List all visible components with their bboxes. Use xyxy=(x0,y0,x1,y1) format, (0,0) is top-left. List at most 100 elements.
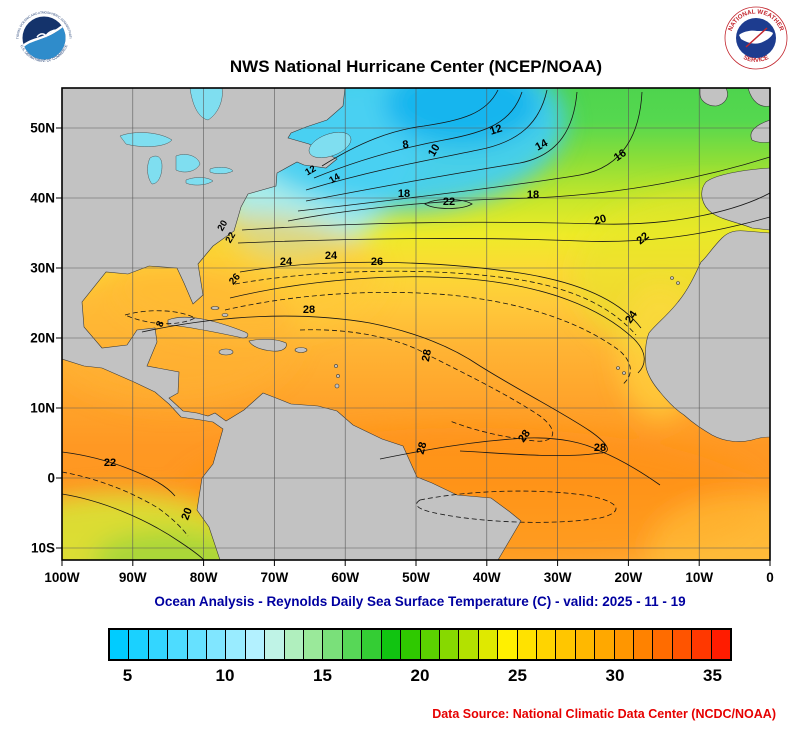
colorbar-ticks: 5 10 15 20 25 30 35 xyxy=(108,666,732,690)
lon-label: 60W xyxy=(331,570,359,585)
lon-label: 30W xyxy=(544,570,572,585)
contour-label: 24 xyxy=(325,250,338,262)
contour-label: 26 xyxy=(371,256,383,268)
nws-logo-icon: NATIONAL WEATHER SERVICE xyxy=(724,6,788,70)
contour-label: 22 xyxy=(104,457,116,469)
contour-label: 16 xyxy=(612,147,629,164)
colorbar-segment xyxy=(595,630,615,659)
colorbar xyxy=(108,628,732,661)
lake-ontario xyxy=(209,167,234,174)
contour-label: 8 xyxy=(402,139,410,152)
land-bahamas xyxy=(221,313,229,317)
contour-label: 12 xyxy=(303,163,318,178)
lon-label: 20W xyxy=(615,570,643,585)
land-cuba xyxy=(167,316,249,339)
colorbar-tick-label: 20 xyxy=(410,666,430,685)
colorbar-segment xyxy=(401,630,421,659)
lon-label: 50W xyxy=(402,570,430,585)
colorbar-segment xyxy=(614,630,634,659)
hudson-bay xyxy=(189,88,223,121)
colorbar-segment xyxy=(711,630,730,659)
contour-lines xyxy=(62,89,770,560)
noaa-emblem-art xyxy=(22,22,66,60)
colorbar-segment xyxy=(692,630,712,659)
colorbar-segment xyxy=(633,630,654,659)
land-iberia xyxy=(701,167,770,231)
page-title: NWS National Hurricane Center (NCEP/NOAA… xyxy=(229,57,603,76)
lake-michigan xyxy=(147,155,163,185)
contour-label: 28 xyxy=(420,348,434,362)
lon-label: 70W xyxy=(261,570,289,585)
colorbar-segment xyxy=(245,630,266,659)
lat-label: 40N xyxy=(30,191,55,206)
lat-label: 0 xyxy=(47,471,55,486)
land-bahamas xyxy=(210,306,220,310)
noaa-logo-icon: NATIONAL OCEANIC AND ATMOSPHERIC ADMINIS… xyxy=(12,6,75,69)
contour-label: 28 xyxy=(594,442,606,454)
land-puerto-rico xyxy=(294,347,308,353)
colorbar-segment xyxy=(672,630,693,659)
lon-label: 10W xyxy=(685,570,713,585)
colorbar-segment xyxy=(148,630,169,659)
caption: Ocean Analysis - Reynolds Daily Sea Surf… xyxy=(154,594,686,609)
land-americas xyxy=(62,88,522,560)
data-source: Data Source: National Climatic Data Cent… xyxy=(432,707,776,721)
nws-ring-text-bottom: SERVICE xyxy=(742,54,770,64)
colorbar-segment xyxy=(207,630,227,659)
contour-label: 10 xyxy=(426,142,443,159)
colorbar-tick-label: 15 xyxy=(313,666,332,685)
contour-label: 18 xyxy=(527,189,539,201)
colorbar-segment xyxy=(653,630,673,659)
colorbar-segment xyxy=(284,630,305,659)
contour-label: 28 xyxy=(516,428,533,445)
lake-erie xyxy=(185,177,214,186)
gulf-of-st-lawrence xyxy=(308,132,352,158)
colorbar-segment xyxy=(110,630,130,659)
contour-label: 28 xyxy=(415,441,430,456)
colorbar-segment xyxy=(187,630,208,659)
lat-label: 10N xyxy=(30,401,55,416)
lat-axis: 50N 40N 30N 20N 10N 0 10S xyxy=(30,121,55,556)
lon-label: 0 xyxy=(766,570,774,585)
colorbar-segment xyxy=(459,630,479,659)
contour-label: 22 xyxy=(223,230,238,245)
colorbar-segment xyxy=(478,630,499,659)
land-hispaniola xyxy=(248,338,287,352)
colorbar-segment xyxy=(342,630,363,659)
colorbar-segment xyxy=(362,630,382,659)
colorbar-segment xyxy=(226,630,246,659)
colorbar-tick-label: 10 xyxy=(215,666,235,685)
weather-slash-icon xyxy=(745,27,768,48)
contour-label: 20 xyxy=(593,213,608,228)
contour-label: 22 xyxy=(443,196,455,208)
land-cape-verde xyxy=(616,366,620,370)
land xyxy=(62,88,770,560)
contour-label: 8 xyxy=(155,319,167,328)
lon-label: 90W xyxy=(119,570,147,585)
lon-axis: 100W 90W 80W 70W 60W 50W 40W 30W 20W 10W 0 xyxy=(44,570,773,585)
land-canaries xyxy=(670,276,674,280)
svg-text:SERVICE: SERVICE xyxy=(742,54,770,64)
colorbar-segment xyxy=(129,630,149,659)
colorbar-segment xyxy=(168,630,188,659)
land-antilles xyxy=(336,374,340,378)
colorbar-segment xyxy=(536,630,557,659)
contour-label: 28 xyxy=(303,304,315,316)
colorbar-segment xyxy=(323,630,343,659)
land-jamaica xyxy=(218,348,234,356)
colorbar-segment xyxy=(575,630,596,659)
gull-icon xyxy=(36,29,58,38)
colorbar-segment xyxy=(498,630,518,659)
contour-label: 20 xyxy=(179,506,194,522)
colorbar-segment xyxy=(381,630,402,659)
land-antilles xyxy=(334,383,340,389)
land-britain xyxy=(747,88,770,107)
axis-ticks xyxy=(56,127,771,566)
land-france xyxy=(750,119,770,143)
colorbar-segment xyxy=(517,630,537,659)
colorbar-tick-label: 30 xyxy=(605,666,625,685)
lat-label: 10S xyxy=(31,541,55,556)
contour-label: 20 xyxy=(215,218,230,233)
